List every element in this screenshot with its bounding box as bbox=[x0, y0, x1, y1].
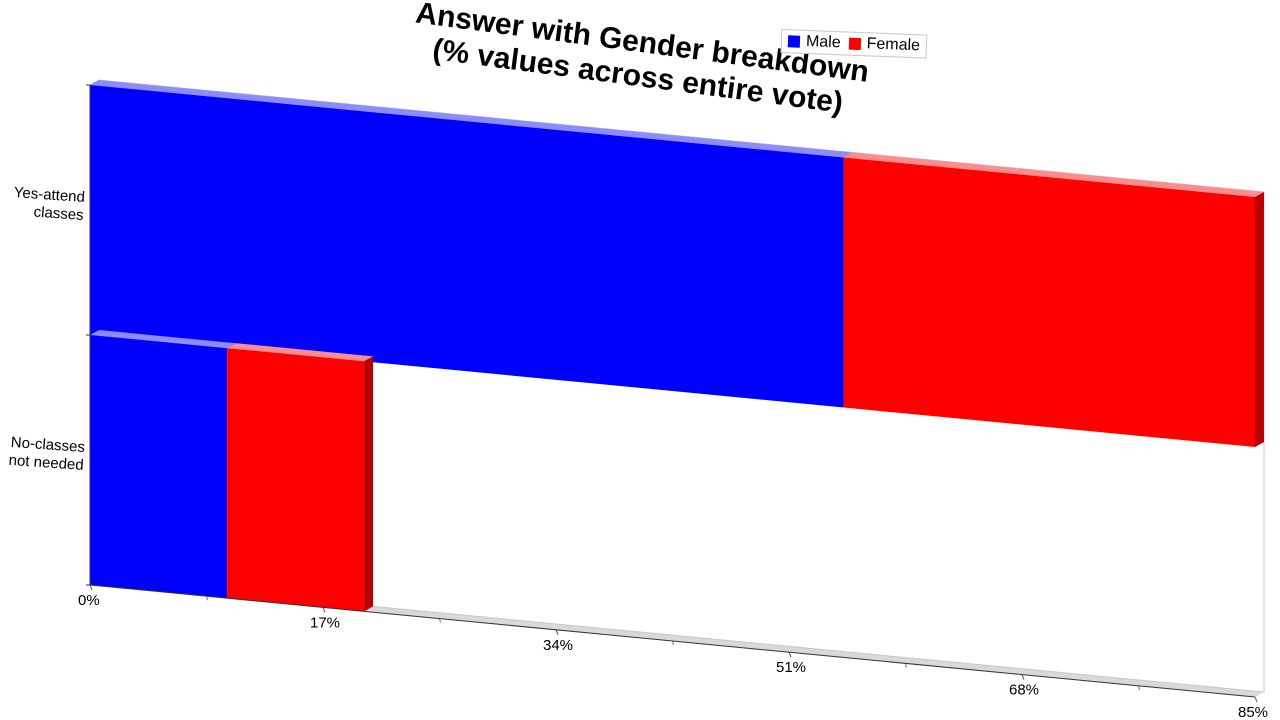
x-tick-label: 34% bbox=[543, 637, 573, 654]
x-tick-label: 51% bbox=[776, 659, 806, 676]
bar-top-face bbox=[90, 80, 853, 158]
bar-top-face bbox=[227, 343, 374, 362]
x-minor-tick bbox=[206, 596, 208, 601]
x-tick-label: 68% bbox=[1009, 682, 1039, 699]
x-tick-mark bbox=[788, 652, 792, 658]
x-tick-mark bbox=[555, 629, 559, 635]
bar-front-face bbox=[843, 157, 1255, 447]
x-minor-tick bbox=[1138, 685, 1140, 690]
bar-top-face bbox=[90, 330, 237, 349]
bar-side-face bbox=[364, 356, 374, 612]
bar-male-1 bbox=[90, 80, 853, 408]
bar-male-0 bbox=[90, 330, 237, 599]
x-minor-tick bbox=[439, 618, 441, 623]
x-tick-label: 0% bbox=[78, 592, 100, 609]
axis-group: 0% 17% 34% 51% 68% 85% Yes-attendclasses No-cla… bbox=[8, 84, 1268, 720]
legend-label: Female bbox=[866, 35, 921, 55]
bars-group bbox=[90, 80, 1264, 612]
x-axis-line bbox=[89, 584, 1256, 698]
legend-label: Male bbox=[805, 32, 841, 52]
x-tick-label: 85% bbox=[1238, 704, 1268, 720]
x-tick-mark bbox=[1254, 696, 1258, 703]
y-category-label: No-classesnot needed bbox=[8, 434, 85, 474]
bar-front-face bbox=[90, 335, 228, 599]
bar-top-face bbox=[843, 152, 1264, 197]
legend-item-female: Female bbox=[848, 35, 920, 56]
legend-swatch bbox=[787, 35, 801, 48]
x-tick-mark bbox=[89, 584, 93, 591]
bar-female-1 bbox=[843, 152, 1264, 447]
legend-item-male: Male bbox=[787, 32, 841, 52]
bar-front-face bbox=[227, 348, 365, 612]
x-tick-mark bbox=[1021, 674, 1025, 680]
bar-female-0 bbox=[227, 343, 374, 612]
y-category-label: Yes-attendclasses bbox=[12, 184, 85, 224]
chart-floor bbox=[90, 580, 1264, 697]
bar-side-face bbox=[1255, 192, 1264, 447]
bar-front-face bbox=[90, 85, 844, 408]
x-minor-tick bbox=[672, 640, 674, 646]
x-tick-mark bbox=[322, 607, 326, 613]
legend-swatch bbox=[848, 37, 861, 51]
x-minor-tick bbox=[905, 663, 907, 668]
x-tick-label: 17% bbox=[310, 614, 340, 631]
